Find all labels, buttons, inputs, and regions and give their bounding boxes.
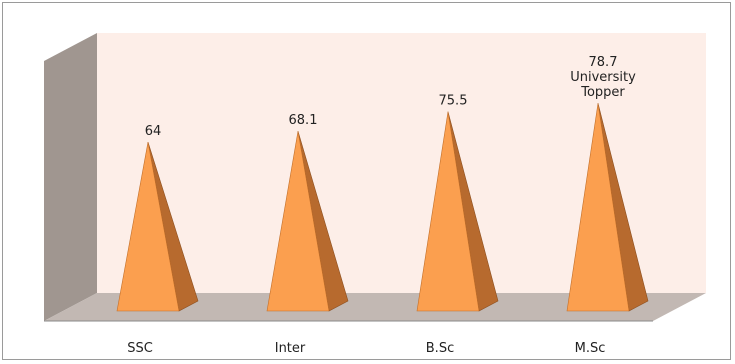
chart-frame [2,2,731,360]
tick-label-b-sc: B.Sc [426,341,454,356]
annotation-m-sc-1: Topper [580,85,625,100]
bar-m-sc [566,103,649,312]
tick-label-m-sc: M.Sc [575,341,606,356]
bar-front-inter [266,131,330,312]
data-label-inter: 68.1 [289,113,318,128]
side-wall [44,33,97,321]
bar-b-sc [416,111,499,312]
annotation-m-sc-0: University [570,70,636,85]
bar-inter [266,131,349,312]
tick-label-ssc: SSC [127,341,153,356]
bar-front-m-sc [566,103,630,312]
bar-front-b-sc [416,111,480,312]
back-wall [97,33,706,293]
floor [44,293,706,321]
data-label-m-sc: 78.7 [589,55,618,70]
bar-front-ssc [116,141,180,312]
tick-label-inter: Inter [275,341,306,356]
data-label-b-sc: 75.5 [439,94,468,109]
bar-ssc [116,141,199,312]
data-label-ssc: 64 [145,124,162,139]
